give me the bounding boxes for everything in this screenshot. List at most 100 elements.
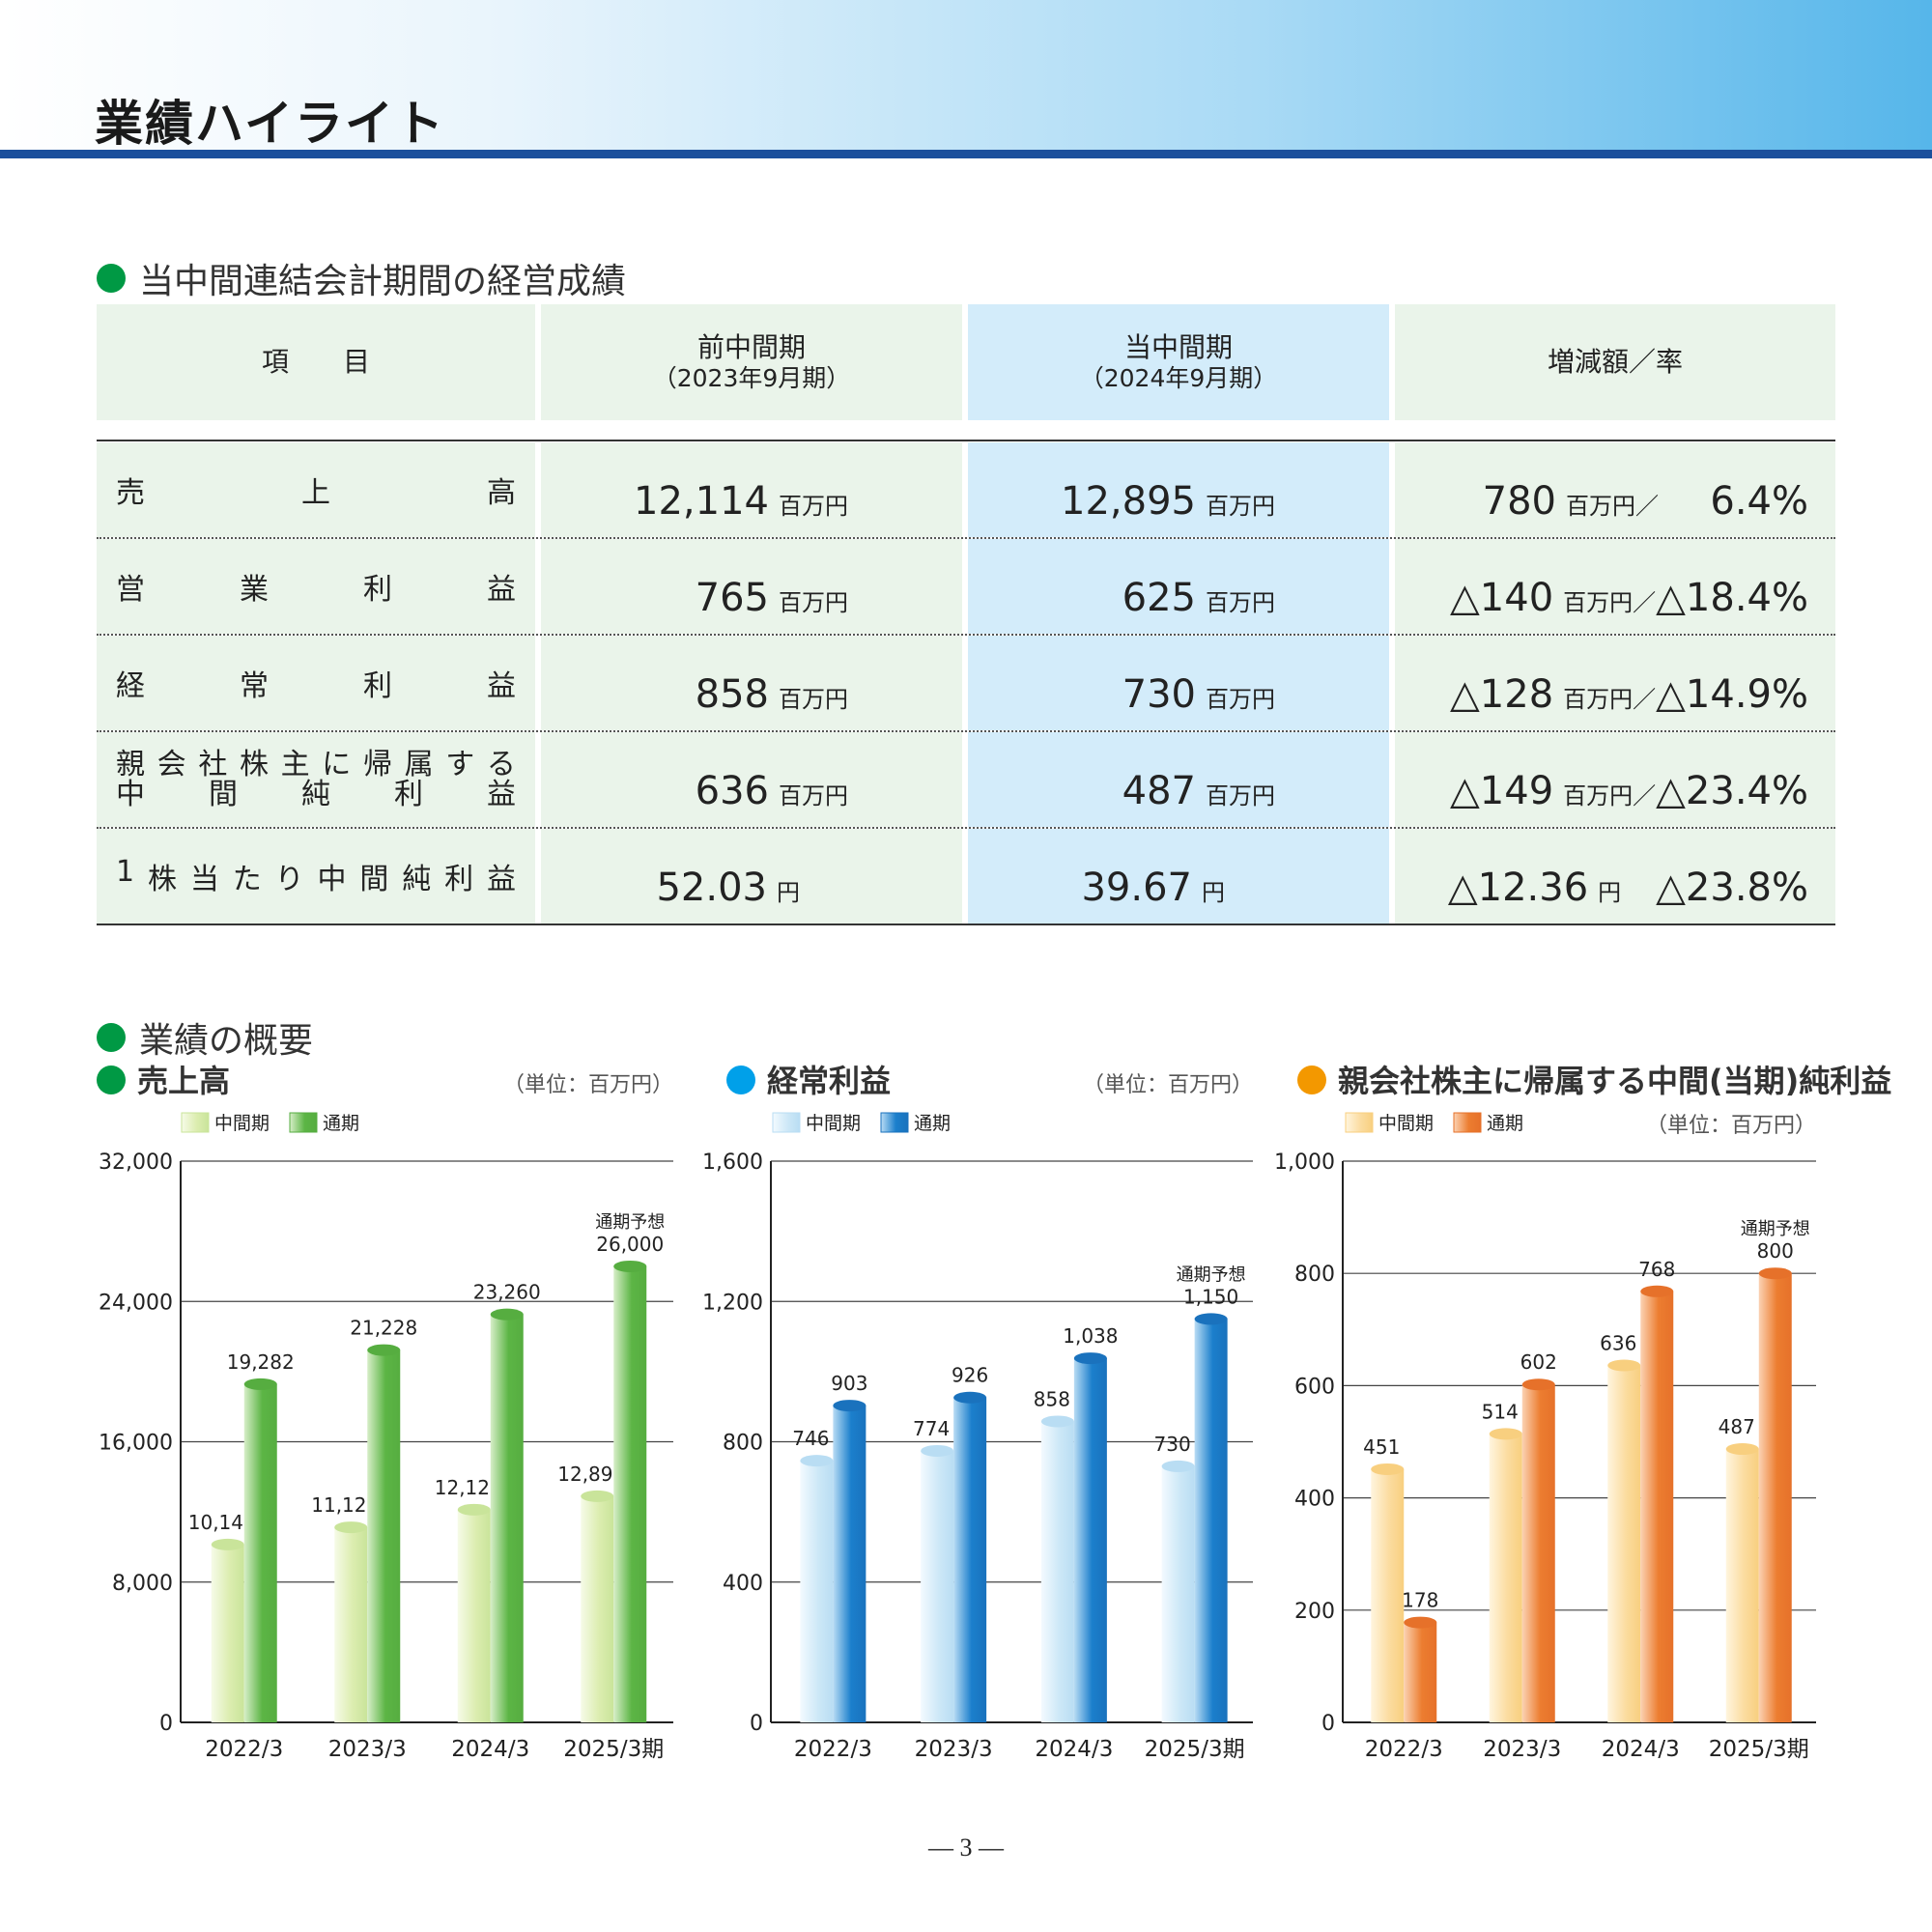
bar-interim [1725, 1449, 1759, 1722]
row-label-cell: 親会社株主に帰属する中 間 純 利 益 [97, 732, 535, 827]
y-tick-label: 600 [1294, 1375, 1335, 1399]
bar-top-cap [1073, 1352, 1107, 1365]
bar-value-label: 768 [1638, 1258, 1675, 1281]
bar-top-cap [243, 1378, 277, 1390]
change-rate: △18.4% [1656, 576, 1808, 620]
label-char: 高 [487, 476, 516, 510]
row-label: 経常利益 [116, 662, 516, 704]
header-curr: 当中間期 （2024年9月期） [968, 304, 1389, 420]
label-char: に [322, 747, 352, 781]
page-number: — 3 — [928, 1833, 1004, 1861]
section2-title: 業績の概要 [139, 1021, 314, 1061]
label-char: す [445, 747, 475, 781]
change-rate: △23.4% [1656, 769, 1808, 813]
x-tick-label: 2022/3 [205, 1737, 283, 1762]
bar-value-label: 774 [913, 1417, 950, 1440]
chart-unit-note: （単位：百万円） [1083, 1073, 1253, 1097]
legend-label: 通期 [1487, 1113, 1523, 1134]
bar-top-cap [1640, 1285, 1674, 1297]
header-rule [0, 150, 1932, 158]
bar-full-year [1521, 1384, 1555, 1722]
bar-top-cap [490, 1308, 524, 1321]
bar-value-label: 23,260 [473, 1281, 541, 1304]
curr-value: 12,895 [1061, 479, 1196, 524]
label-char: 経 [116, 669, 145, 703]
label-char: 純 [301, 778, 330, 811]
prev-value-cell: 636 百万円 [541, 732, 962, 827]
label-char: 利 [363, 669, 392, 703]
bar-top-cap [1161, 1460, 1195, 1472]
prev-unit: 百万円 [779, 589, 848, 616]
bar-interim [800, 1461, 834, 1722]
change-amount: △149 [1450, 769, 1554, 813]
chart-title: 売上高 [137, 1063, 230, 1099]
prev-value-cell: 858 百万円 [541, 636, 962, 730]
bar-interim [581, 1495, 614, 1722]
bar-value-label: 800 [1757, 1239, 1794, 1263]
label-char: 利 [444, 863, 474, 896]
x-tick-label: 2023/3 [1483, 1737, 1561, 1762]
legend-label: 通期 [914, 1113, 951, 1134]
row-label-line2: 中間純利益 [116, 780, 516, 810]
header-item-label: 項 目 [261, 346, 370, 379]
table-row: 1 株当たり中間純利益 52.03 円 39.67 円 △12.36 円 △23.8% [97, 829, 1835, 923]
bar-top-cap [953, 1391, 987, 1404]
bar-top-cap [457, 1503, 491, 1516]
prev-value-cell: 12,114 百万円 [541, 442, 962, 537]
bar-value-label: 602 [1520, 1350, 1557, 1374]
y-tick-label: 200 [1294, 1600, 1335, 1624]
change-cell: △128 百万円／ △14.9% [1395, 636, 1835, 730]
legend-swatch [1345, 1112, 1374, 1133]
change-cell: 780 百万円／ 6.4% [1395, 442, 1835, 537]
y-tick-label: 400 [723, 1572, 763, 1596]
label-char: 当 [189, 863, 219, 896]
bar-top-cap [1489, 1428, 1522, 1440]
row-label: 売上高 [116, 469, 516, 511]
bar-value-label: 746 [792, 1427, 829, 1450]
prev-unit: 百万円 [779, 782, 848, 810]
x-tick-label: 2023/3 [328, 1737, 407, 1762]
x-tick-label: 2024/3 [1035, 1737, 1113, 1762]
bar-interim [334, 1527, 368, 1722]
change-amount: △128 [1450, 672, 1554, 717]
bar-full-year [1404, 1622, 1437, 1722]
curr-value: 39.67 [1081, 866, 1192, 910]
label-char: る [486, 747, 516, 781]
y-tick-label: 0 [159, 1712, 173, 1736]
label-char: 株 [147, 863, 177, 896]
bar-top-cap [1040, 1415, 1074, 1428]
curr-unit: 円 [1202, 879, 1225, 906]
bar-value-label: 730 [1154, 1433, 1191, 1456]
header-curr-label: 当中間期 [1123, 331, 1233, 364]
prev-value-cell: 52.03 円 [541, 829, 962, 923]
chart-unit-note: （単位：百万円） [1646, 1114, 1816, 1138]
y-tick-label: 400 [1294, 1488, 1335, 1512]
bar-interim [1371, 1468, 1405, 1722]
x-tick-label: 2025/3期 [1145, 1737, 1245, 1762]
bar-full-year [490, 1314, 524, 1722]
chart-title: 経常利益 [767, 1063, 891, 1099]
header-prev-sub: （2023年9月期） [652, 363, 851, 392]
bar-top-cap [1607, 1359, 1641, 1372]
curr-value: 625 [1122, 576, 1196, 620]
chart-2: 経常利益 （単位：百万円） 中間期 通期 0 400 800 1,200 1,600 2022/3… [702, 1063, 1253, 1762]
header-band [0, 0, 1932, 150]
curr-value-cell: 39.67 円 [968, 829, 1389, 923]
label-char: 益 [487, 573, 516, 607]
label-char: 常 [240, 669, 269, 703]
curr-unit: 百万円 [1206, 493, 1275, 520]
bar-full-year [1073, 1358, 1107, 1722]
bar-top-cap [800, 1455, 834, 1467]
bar-interim [921, 1450, 954, 1722]
change-amount: 780 [1482, 479, 1556, 524]
legend-swatch [1453, 1112, 1482, 1133]
table-row: 売 上 高 12,114 百万円 12,895 百万円 780 百万円／ 6.4% [97, 442, 1835, 537]
label-char: 純 [402, 863, 432, 896]
curr-value-cell: 12,895 百万円 [968, 442, 1389, 537]
prev-value: 12,114 [634, 479, 769, 524]
y-tick-label: 1,600 [702, 1151, 763, 1175]
legend-swatch [880, 1112, 909, 1133]
y-tick-label: 800 [1294, 1263, 1335, 1287]
